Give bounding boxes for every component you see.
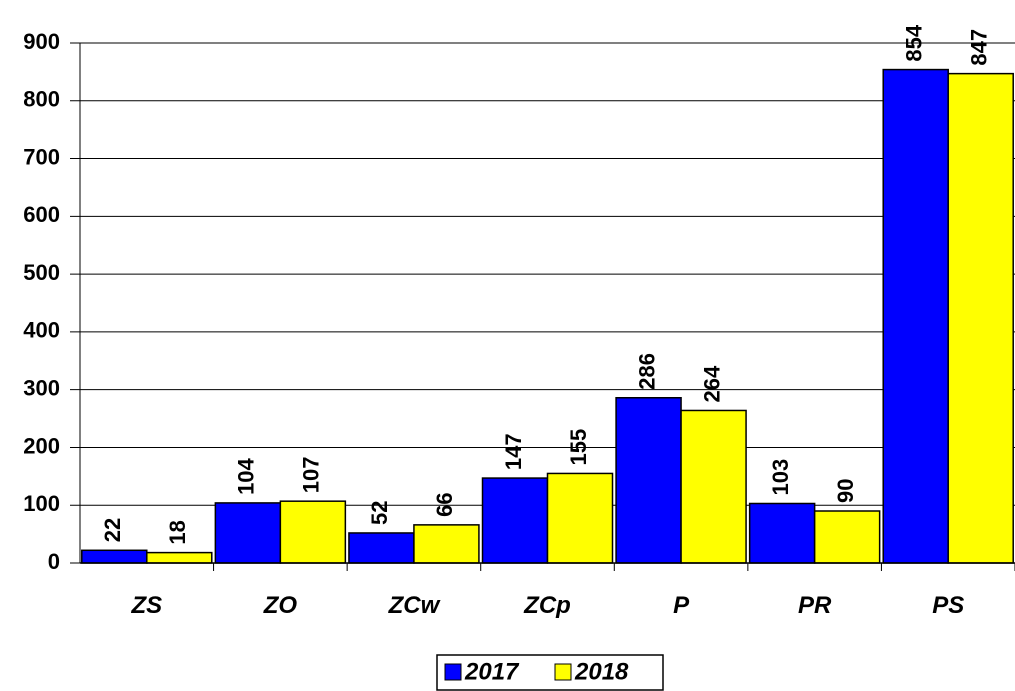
bar bbox=[214, 502, 282, 564]
data-label: 147 bbox=[501, 433, 526, 470]
legend-label: 2018 bbox=[574, 658, 629, 685]
data-label: 264 bbox=[699, 365, 724, 402]
x-tick-label: PS bbox=[932, 592, 964, 619]
y-tick-label: 900 bbox=[23, 29, 60, 54]
bar bbox=[546, 472, 614, 564]
data-label: 18 bbox=[165, 520, 190, 544]
data-label: 90 bbox=[833, 479, 858, 503]
data-label: 854 bbox=[902, 24, 927, 61]
y-tick-label: 400 bbox=[23, 318, 60, 343]
bar bbox=[81, 549, 148, 564]
data-label: 52 bbox=[367, 500, 392, 524]
data-label: 107 bbox=[299, 456, 324, 493]
y-tick-label: 100 bbox=[23, 491, 60, 516]
data-label: 847 bbox=[967, 29, 992, 66]
y-tick-label: 500 bbox=[23, 260, 60, 285]
y-tick-label: 200 bbox=[23, 433, 60, 458]
y-tick-label: 600 bbox=[23, 202, 60, 227]
data-label: 103 bbox=[768, 459, 793, 496]
legend-label: 2017 bbox=[464, 658, 520, 685]
y-tick-label: 800 bbox=[23, 87, 60, 112]
x-tick-label: ZS bbox=[130, 592, 162, 619]
legend: 2017 2018 bbox=[436, 654, 664, 691]
legend-swatch bbox=[444, 663, 462, 681]
y-tick-label: 0 bbox=[48, 549, 60, 574]
bar bbox=[813, 510, 881, 564]
bar bbox=[348, 532, 415, 564]
data-label: 22 bbox=[100, 518, 125, 542]
bar bbox=[748, 502, 816, 564]
legend-box bbox=[436, 654, 664, 691]
bar bbox=[413, 524, 480, 564]
y-tick-label: 700 bbox=[23, 144, 60, 169]
x-tick-label: PR bbox=[798, 592, 832, 619]
bar bbox=[680, 409, 747, 564]
bar bbox=[279, 500, 347, 564]
data-label: 66 bbox=[432, 492, 457, 516]
bar bbox=[947, 72, 1014, 564]
bar bbox=[882, 68, 949, 564]
bar bbox=[146, 551, 213, 564]
data-label: 155 bbox=[566, 429, 591, 466]
bar bbox=[481, 477, 549, 564]
y-tick-label: 300 bbox=[23, 375, 60, 400]
x-tick-label: ZCp bbox=[523, 592, 571, 619]
x-tick-label: ZCw bbox=[388, 592, 441, 619]
data-label: 104 bbox=[234, 457, 259, 494]
bar bbox=[615, 397, 682, 564]
x-tick-label: ZO bbox=[263, 592, 298, 619]
data-label: 286 bbox=[634, 353, 659, 390]
legend-swatch bbox=[554, 663, 572, 681]
x-tick-label: P bbox=[673, 592, 690, 619]
